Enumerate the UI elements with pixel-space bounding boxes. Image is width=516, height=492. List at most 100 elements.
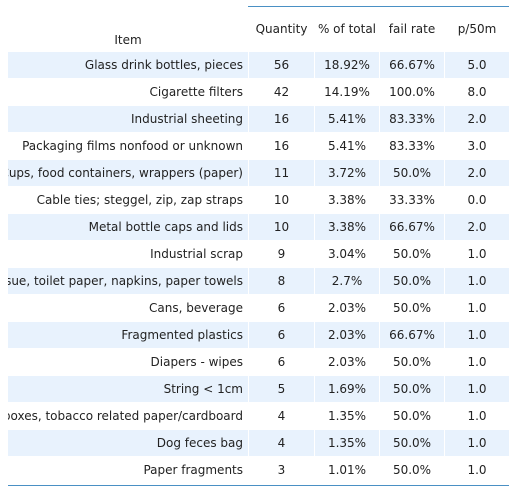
cell-fail-rate: 50.0%: [392, 355, 432, 369]
cell-item: Industrial scrap: [150, 247, 243, 261]
cell-fail-rate: 33.33%: [389, 193, 435, 207]
cell-p50m: 1.0: [467, 463, 487, 477]
table-row: Industrial scrap 9 3.04% 50.0% 1.0: [8, 241, 509, 268]
cell-item: Paper fragments: [143, 463, 243, 477]
table-row: Industrial sheeting 16 5.41% 83.33% 2.0: [8, 106, 509, 133]
cell-fail-rate: 50.0%: [380, 376, 444, 402]
table-row: Fragmented plastics 6 2.03% 66.67% 1.0: [8, 322, 509, 349]
table-row: Diapers - wipes 6 2.03% 50.0% 1.0: [8, 349, 509, 376]
cell-item: String < 1cm: [8, 376, 248, 402]
cell-quantity: 6: [277, 355, 286, 369]
cell-p50m: 8.0: [467, 85, 487, 99]
table-row: Packaging films nonfood or unknown 16 5.41…: [8, 133, 509, 160]
cell-p50m: 5.0: [445, 52, 509, 78]
cell-item: Cable ties; steggel, zip, zap straps: [36, 193, 243, 207]
cell-fail-rate: 100.0%: [389, 85, 435, 99]
cell-quantity: 6: [277, 301, 286, 315]
cell-fail-rate: 50.0%: [392, 463, 432, 477]
cell-fail-rate: 50.0%: [392, 301, 432, 315]
cell-quantity: 8: [249, 268, 314, 294]
cell-p50m: 1.0: [445, 376, 509, 402]
cell-p50m: 1.0: [467, 409, 487, 423]
cell-fail-rate: 66.67%: [380, 322, 444, 348]
cell-percent: 2.03%: [327, 301, 367, 315]
header-quantity: Quantity: [255, 22, 308, 36]
table-row: Metal bottle caps and lids 10 3.38% 66.67% 2…: [8, 214, 509, 241]
cell-p50m: 1.0: [445, 268, 509, 294]
cell-percent: 1.01%: [327, 463, 367, 477]
table-row: Paper fragments 3 1.01% 50.0% 1.0: [8, 457, 509, 484]
cell-percent: 3.38%: [327, 193, 367, 207]
header-p50m: p/50m: [457, 22, 497, 36]
cell-item: Diapers - wipes: [150, 355, 243, 369]
cell-fail-rate: 83.33%: [380, 106, 444, 132]
cell-item: Glass drink bottles, pieces: [8, 52, 248, 78]
table-row: Tobacco boxes, tobacco related paper/car…: [8, 403, 509, 430]
cell-quantity: 6: [249, 322, 314, 348]
table-row: Cans, beverage 6 2.03% 50.0% 1.0: [8, 295, 509, 322]
cell-fail-rate: 66.67%: [380, 214, 444, 240]
cell-percent: 3.04%: [327, 247, 367, 261]
cell-quantity: 16: [249, 106, 314, 132]
cell-p50m: 1.0: [467, 301, 487, 315]
table-row: String < 1cm 5 1.69% 50.0% 1.0: [8, 376, 509, 403]
cell-quantity: 16: [273, 139, 290, 153]
cell-item: Cans, beverage: [149, 301, 243, 315]
cell-quantity: 42: [273, 85, 290, 99]
cell-percent: 1.35%: [327, 409, 367, 423]
table-row: Cable ties; steggel, zip, zap straps 10 3.…: [8, 187, 509, 214]
cell-fail-rate: 83.33%: [389, 139, 435, 153]
cell-p50m: 1.0: [445, 322, 509, 348]
cell-p50m: 3.0: [467, 139, 487, 153]
cell-p50m: 1.0: [445, 430, 509, 456]
cell-item: Cigarette filters: [149, 85, 243, 99]
cell-percent: 2.7%: [315, 268, 379, 294]
cell-quantity: 5: [249, 376, 314, 402]
top-rule: [248, 6, 509, 7]
cell-fail-rate: 50.0%: [392, 247, 432, 261]
header-percent: % of total: [317, 22, 377, 36]
cell-p50m: 2.0: [445, 214, 509, 240]
cell-percent: 2.03%: [315, 322, 379, 348]
cell-fail-rate: 50.0%: [380, 430, 444, 456]
cell-percent: 3.38%: [315, 214, 379, 240]
cell-item: Dog feces bag: [8, 430, 248, 456]
table-row: Tissue, toilet paper, napkins, paper tow…: [8, 268, 509, 295]
cell-quantity: 56: [249, 52, 314, 78]
cell-quantity: 4: [277, 409, 286, 423]
cell-percent: 18.92%: [315, 52, 379, 78]
cell-fail-rate: 50.0%: [392, 409, 432, 423]
cell-quantity: 11: [249, 160, 314, 186]
cell-percent: 2.03%: [327, 355, 367, 369]
cell-percent: 14.19%: [324, 85, 370, 99]
cell-quantity: 10: [249, 214, 314, 240]
cell-item: Fragmented plastics: [8, 322, 248, 348]
cell-item: Packaging films nonfood or unknown: [22, 139, 243, 153]
cell-fail-rate: 50.0%: [380, 160, 444, 186]
header-fail-rate: fail rate: [388, 22, 436, 36]
bottom-rule: [8, 485, 509, 486]
table-row: Cups, food containers, wrappers (paper) 1…: [8, 160, 509, 187]
table-body: Glass drink bottles, pieces 56 18.92% 66.67…: [8, 52, 509, 484]
cell-percent: 3.72%: [315, 160, 379, 186]
header-item: Item: [114, 33, 142, 47]
table-row: Cigarette filters 42 14.19% 100.0% 8.0: [8, 79, 509, 106]
cell-percent: 1.69%: [315, 376, 379, 402]
cell-p50m: 2.0: [445, 160, 509, 186]
cell-quantity: 10: [273, 193, 290, 207]
cell-item: Cups, food containers, wrappers (paper): [8, 160, 248, 186]
table-row: Glass drink bottles, pieces 56 18.92% 66.67…: [8, 52, 509, 79]
table-row: Dog feces bag 4 1.35% 50.0% 1.0: [8, 430, 509, 457]
cell-quantity: 3: [277, 463, 286, 477]
cell-fail-rate: 66.67%: [380, 52, 444, 78]
cell-item: Industrial sheeting: [8, 106, 248, 132]
cell-percent: 1.35%: [315, 430, 379, 456]
cell-p50m: 1.0: [467, 355, 487, 369]
cell-p50m: 2.0: [445, 106, 509, 132]
cell-quantity: 4: [249, 430, 314, 456]
cell-item: Tissue, toilet paper, napkins, paper tow…: [8, 268, 248, 294]
cell-percent: 5.41%: [327, 139, 367, 153]
cell-item: Tobacco boxes, tobacco related paper/car…: [8, 409, 243, 423]
cell-quantity: 9: [277, 247, 286, 261]
cell-fail-rate: 50.0%: [380, 268, 444, 294]
